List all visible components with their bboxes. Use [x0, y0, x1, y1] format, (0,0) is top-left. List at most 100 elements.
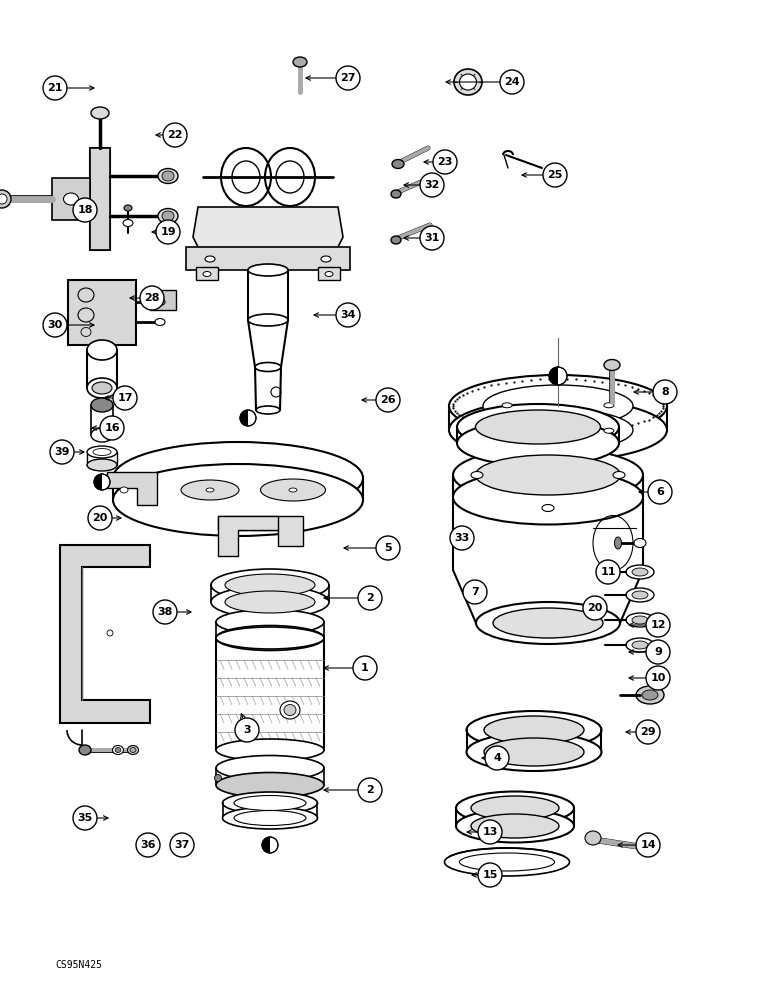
Ellipse shape — [454, 69, 482, 95]
Ellipse shape — [225, 574, 315, 596]
Ellipse shape — [234, 796, 306, 810]
Text: 39: 39 — [54, 447, 69, 457]
Circle shape — [358, 586, 382, 610]
Text: 8: 8 — [661, 387, 669, 397]
Ellipse shape — [87, 459, 117, 471]
Text: 10: 10 — [650, 673, 665, 683]
Circle shape — [336, 66, 360, 90]
Ellipse shape — [124, 205, 132, 211]
Circle shape — [420, 226, 444, 250]
Ellipse shape — [107, 630, 113, 636]
Ellipse shape — [457, 404, 619, 450]
Text: 25: 25 — [547, 170, 563, 180]
Circle shape — [596, 560, 620, 584]
Ellipse shape — [284, 704, 296, 716]
Text: 31: 31 — [425, 233, 440, 243]
Ellipse shape — [211, 569, 329, 601]
Text: 15: 15 — [482, 870, 498, 880]
Text: 27: 27 — [340, 73, 356, 83]
Circle shape — [636, 720, 660, 744]
Circle shape — [50, 440, 74, 464]
Ellipse shape — [113, 464, 363, 536]
Ellipse shape — [127, 746, 138, 754]
Polygon shape — [186, 247, 350, 270]
Text: 7: 7 — [471, 587, 479, 597]
Ellipse shape — [130, 748, 136, 752]
Ellipse shape — [79, 745, 91, 755]
Ellipse shape — [215, 774, 222, 782]
Wedge shape — [240, 410, 248, 426]
Ellipse shape — [585, 831, 601, 845]
Ellipse shape — [232, 161, 260, 193]
Text: 3: 3 — [243, 725, 251, 735]
Ellipse shape — [626, 588, 654, 602]
Ellipse shape — [276, 161, 304, 193]
Text: 21: 21 — [47, 83, 63, 93]
Text: 17: 17 — [117, 393, 133, 403]
Text: CS95N425: CS95N425 — [55, 960, 102, 970]
Ellipse shape — [453, 448, 643, 502]
Ellipse shape — [626, 565, 654, 579]
Ellipse shape — [484, 738, 584, 766]
Polygon shape — [52, 178, 90, 220]
Ellipse shape — [87, 340, 117, 360]
Ellipse shape — [459, 74, 476, 90]
Ellipse shape — [158, 168, 178, 184]
Ellipse shape — [457, 420, 619, 466]
Ellipse shape — [293, 57, 307, 67]
Ellipse shape — [502, 428, 512, 433]
Text: 26: 26 — [380, 395, 396, 405]
Polygon shape — [193, 207, 343, 257]
Text: 23: 23 — [437, 157, 452, 167]
Ellipse shape — [471, 814, 559, 838]
Ellipse shape — [113, 442, 363, 514]
Circle shape — [636, 833, 660, 857]
Circle shape — [583, 596, 607, 620]
Ellipse shape — [256, 406, 280, 414]
Polygon shape — [60, 545, 150, 723]
Ellipse shape — [162, 211, 174, 221]
Ellipse shape — [91, 398, 113, 412]
Polygon shape — [218, 516, 278, 556]
Ellipse shape — [632, 616, 648, 624]
Ellipse shape — [113, 746, 124, 754]
Ellipse shape — [604, 360, 620, 370]
Ellipse shape — [542, 504, 554, 512]
Text: 20: 20 — [93, 513, 107, 523]
Ellipse shape — [636, 686, 664, 704]
Circle shape — [262, 837, 278, 853]
Ellipse shape — [91, 428, 113, 442]
Circle shape — [549, 367, 567, 385]
Polygon shape — [318, 267, 340, 280]
Ellipse shape — [449, 375, 667, 437]
Text: 22: 22 — [168, 130, 183, 140]
Ellipse shape — [613, 472, 625, 479]
Circle shape — [73, 198, 97, 222]
Ellipse shape — [471, 796, 559, 820]
Ellipse shape — [391, 236, 401, 244]
Circle shape — [353, 656, 377, 680]
Ellipse shape — [155, 298, 165, 306]
Circle shape — [140, 286, 164, 310]
Ellipse shape — [642, 690, 658, 700]
Ellipse shape — [476, 455, 621, 495]
Ellipse shape — [392, 159, 404, 168]
Ellipse shape — [626, 638, 654, 652]
Circle shape — [113, 386, 137, 410]
Ellipse shape — [484, 716, 584, 744]
Circle shape — [163, 123, 187, 147]
Ellipse shape — [471, 472, 483, 479]
Ellipse shape — [466, 711, 601, 749]
Ellipse shape — [493, 608, 603, 638]
Ellipse shape — [234, 810, 306, 826]
Circle shape — [648, 480, 672, 504]
Ellipse shape — [216, 772, 324, 798]
Circle shape — [358, 778, 382, 802]
Circle shape — [485, 746, 509, 770]
Text: 19: 19 — [160, 227, 176, 237]
Ellipse shape — [222, 807, 317, 829]
Ellipse shape — [87, 378, 117, 398]
Ellipse shape — [216, 756, 324, 780]
Ellipse shape — [155, 318, 165, 326]
Text: 29: 29 — [640, 727, 655, 737]
